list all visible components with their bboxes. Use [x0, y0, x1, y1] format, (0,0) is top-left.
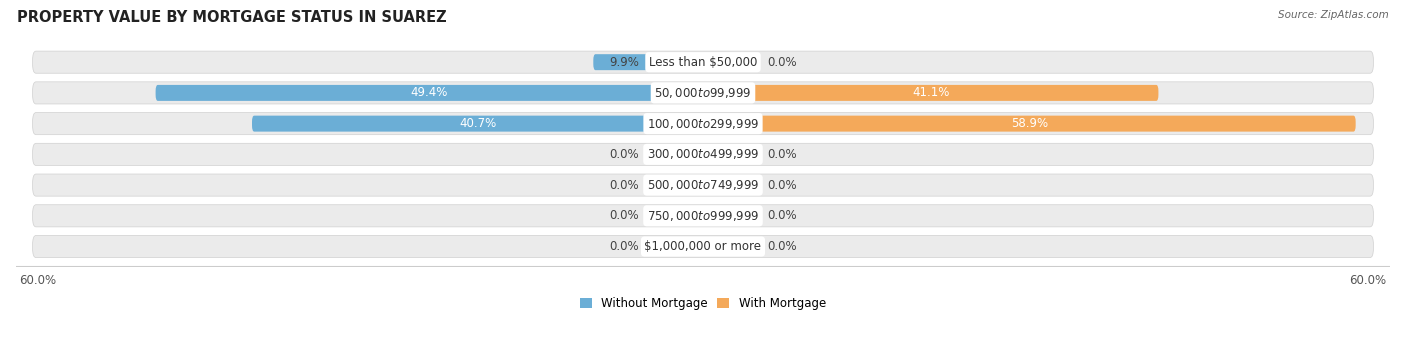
Text: $100,000 to $299,999: $100,000 to $299,999 — [647, 117, 759, 131]
FancyBboxPatch shape — [703, 85, 1159, 101]
FancyBboxPatch shape — [703, 208, 758, 224]
Text: 0.0%: 0.0% — [609, 240, 638, 253]
FancyBboxPatch shape — [648, 146, 703, 162]
FancyBboxPatch shape — [32, 143, 1374, 166]
FancyBboxPatch shape — [32, 174, 1374, 196]
Text: 0.0%: 0.0% — [768, 209, 797, 222]
FancyBboxPatch shape — [32, 51, 1374, 73]
Text: $750,000 to $999,999: $750,000 to $999,999 — [647, 209, 759, 223]
FancyBboxPatch shape — [703, 239, 758, 255]
FancyBboxPatch shape — [703, 116, 1355, 132]
FancyBboxPatch shape — [32, 82, 1374, 104]
FancyBboxPatch shape — [252, 116, 703, 132]
Text: 49.4%: 49.4% — [411, 86, 449, 99]
Text: 40.7%: 40.7% — [458, 117, 496, 130]
Text: 0.0%: 0.0% — [609, 178, 638, 191]
Text: PROPERTY VALUE BY MORTGAGE STATUS IN SUAREZ: PROPERTY VALUE BY MORTGAGE STATUS IN SUA… — [17, 10, 447, 25]
Legend: Without Mortgage, With Mortgage: Without Mortgage, With Mortgage — [581, 297, 825, 310]
Text: 41.1%: 41.1% — [912, 86, 949, 99]
Text: 0.0%: 0.0% — [768, 240, 797, 253]
Text: $300,000 to $499,999: $300,000 to $499,999 — [647, 147, 759, 162]
FancyBboxPatch shape — [32, 236, 1374, 258]
FancyBboxPatch shape — [648, 177, 703, 193]
FancyBboxPatch shape — [32, 113, 1374, 135]
Text: 9.9%: 9.9% — [609, 56, 638, 69]
FancyBboxPatch shape — [648, 239, 703, 255]
Text: 0.0%: 0.0% — [609, 148, 638, 161]
Text: 0.0%: 0.0% — [768, 56, 797, 69]
FancyBboxPatch shape — [156, 85, 703, 101]
FancyBboxPatch shape — [703, 177, 758, 193]
Text: $500,000 to $749,999: $500,000 to $749,999 — [647, 178, 759, 192]
Text: 58.9%: 58.9% — [1011, 117, 1047, 130]
Text: 0.0%: 0.0% — [768, 178, 797, 191]
Text: Less than $50,000: Less than $50,000 — [648, 56, 758, 69]
FancyBboxPatch shape — [32, 205, 1374, 227]
FancyBboxPatch shape — [593, 54, 703, 70]
Text: Source: ZipAtlas.com: Source: ZipAtlas.com — [1278, 10, 1389, 20]
Text: 0.0%: 0.0% — [768, 148, 797, 161]
FancyBboxPatch shape — [703, 54, 758, 70]
Text: 0.0%: 0.0% — [609, 209, 638, 222]
FancyBboxPatch shape — [703, 146, 758, 162]
Text: $1,000,000 or more: $1,000,000 or more — [644, 240, 762, 253]
Text: $50,000 to $99,999: $50,000 to $99,999 — [654, 86, 752, 100]
FancyBboxPatch shape — [648, 208, 703, 224]
